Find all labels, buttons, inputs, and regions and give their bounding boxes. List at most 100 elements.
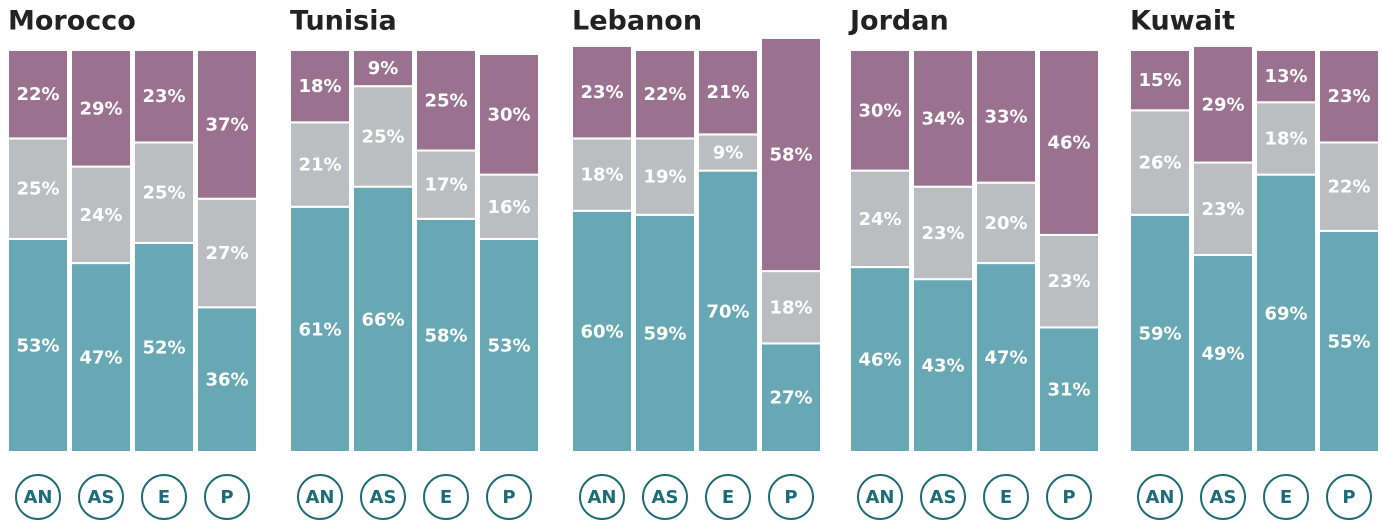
panel-title: Kuwait — [1130, 6, 1235, 37]
value-label: 46% — [858, 350, 901, 371]
value-label: 23% — [1047, 271, 1090, 292]
value-label: 18% — [1264, 128, 1307, 149]
bar-segment — [133, 49, 195, 144]
bar-segment — [478, 173, 540, 240]
bar-segment — [571, 137, 633, 212]
x-tick-label: AN — [588, 487, 617, 508]
value-label: 19% — [643, 167, 686, 188]
value-label: 17% — [424, 175, 467, 196]
bar-segment — [7, 137, 69, 240]
value-label: 9% — [713, 143, 744, 164]
bar-segment — [571, 44, 633, 140]
value-label: 31% — [1047, 380, 1090, 401]
value-label: 53% — [487, 335, 530, 356]
bar-segment — [697, 49, 759, 136]
value-label: 59% — [643, 323, 686, 344]
bar-segment — [1038, 233, 1100, 329]
x-tick-label: AS — [652, 487, 679, 508]
value-label: 20% — [984, 213, 1027, 234]
x-tick-label: AS — [370, 487, 397, 508]
bar-segment — [1129, 49, 1191, 112]
x-tick-label: AS — [88, 487, 115, 508]
category-badge — [423, 474, 469, 520]
value-label: 18% — [580, 165, 623, 186]
value-label: 25% — [361, 126, 404, 147]
bar-segment — [1255, 49, 1317, 104]
x-tick-label: P — [1062, 487, 1075, 508]
value-label: 59% — [1138, 323, 1181, 344]
bar-segment — [1192, 254, 1254, 453]
x-tick-label: AN — [24, 487, 53, 508]
value-label: 21% — [298, 155, 341, 176]
bar-segment — [1192, 161, 1254, 257]
bar-segment — [196, 49, 258, 200]
x-tick-label: P — [784, 487, 797, 508]
x-tick-label: AS — [1210, 487, 1237, 508]
category-badge — [204, 474, 250, 520]
category-badge — [15, 474, 61, 520]
value-label: 22% — [1327, 177, 1370, 198]
bar-segment — [1255, 173, 1317, 453]
x-tick-label: AN — [866, 487, 895, 508]
bar-segment — [760, 342, 822, 453]
category-badge — [642, 474, 688, 520]
bar-segment — [912, 185, 974, 281]
x-tick-label: AS — [930, 487, 957, 508]
bar-segment — [1129, 109, 1191, 216]
panel-title: Tunisia — [290, 6, 397, 37]
category-badge — [1046, 474, 1092, 520]
value-label: 58% — [769, 145, 812, 166]
category-badge — [920, 474, 966, 520]
bar-segment — [70, 262, 132, 453]
x-tick-label: P — [220, 487, 233, 508]
category-badge — [78, 474, 124, 520]
value-label: 30% — [487, 104, 530, 125]
category-badge — [1326, 474, 1372, 520]
bar-segment — [1038, 326, 1100, 454]
value-label: 18% — [769, 297, 812, 318]
bar-segment — [352, 185, 414, 453]
bar-segment — [912, 49, 974, 188]
value-label: 58% — [424, 325, 467, 346]
value-label: 16% — [487, 197, 530, 218]
value-label: 23% — [921, 223, 964, 244]
value-label: 37% — [205, 114, 248, 135]
x-tick-label: E — [158, 487, 170, 508]
x-tick-label: P — [502, 487, 515, 508]
value-label: 25% — [16, 179, 59, 200]
value-label: 29% — [79, 98, 122, 119]
value-label: 27% — [205, 243, 248, 264]
value-label: 21% — [706, 82, 749, 103]
category-badge — [1137, 474, 1183, 520]
value-label: 52% — [142, 337, 185, 358]
value-label: 29% — [1201, 94, 1244, 115]
category-badge — [705, 474, 751, 520]
bar-segment — [634, 137, 696, 216]
value-label: 15% — [1138, 70, 1181, 91]
x-tick-label: P — [1342, 487, 1355, 508]
bar-segment — [571, 209, 633, 453]
value-label: 33% — [984, 106, 1027, 127]
value-label: 23% — [142, 86, 185, 107]
panel-title: Morocco — [8, 6, 136, 37]
x-tick-label: AN — [1146, 487, 1175, 508]
value-label: 9% — [368, 58, 399, 79]
bar-segment — [7, 237, 69, 453]
value-label: 47% — [79, 348, 122, 369]
value-label: 61% — [298, 319, 341, 340]
value-label: 22% — [643, 84, 686, 105]
value-label: 25% — [142, 183, 185, 204]
value-label: 24% — [79, 205, 122, 226]
bar-segment — [849, 49, 911, 172]
bar-segment — [1192, 44, 1254, 164]
x-tick-label: E — [1000, 487, 1012, 508]
value-label: 43% — [921, 356, 964, 377]
value-label: 53% — [16, 335, 59, 356]
category-badge — [579, 474, 625, 520]
value-label: 49% — [1201, 344, 1244, 365]
panel-title: Jordan — [848, 6, 949, 37]
bar-segment — [478, 53, 540, 176]
bar-segment — [1038, 49, 1100, 236]
category-badge — [297, 474, 343, 520]
